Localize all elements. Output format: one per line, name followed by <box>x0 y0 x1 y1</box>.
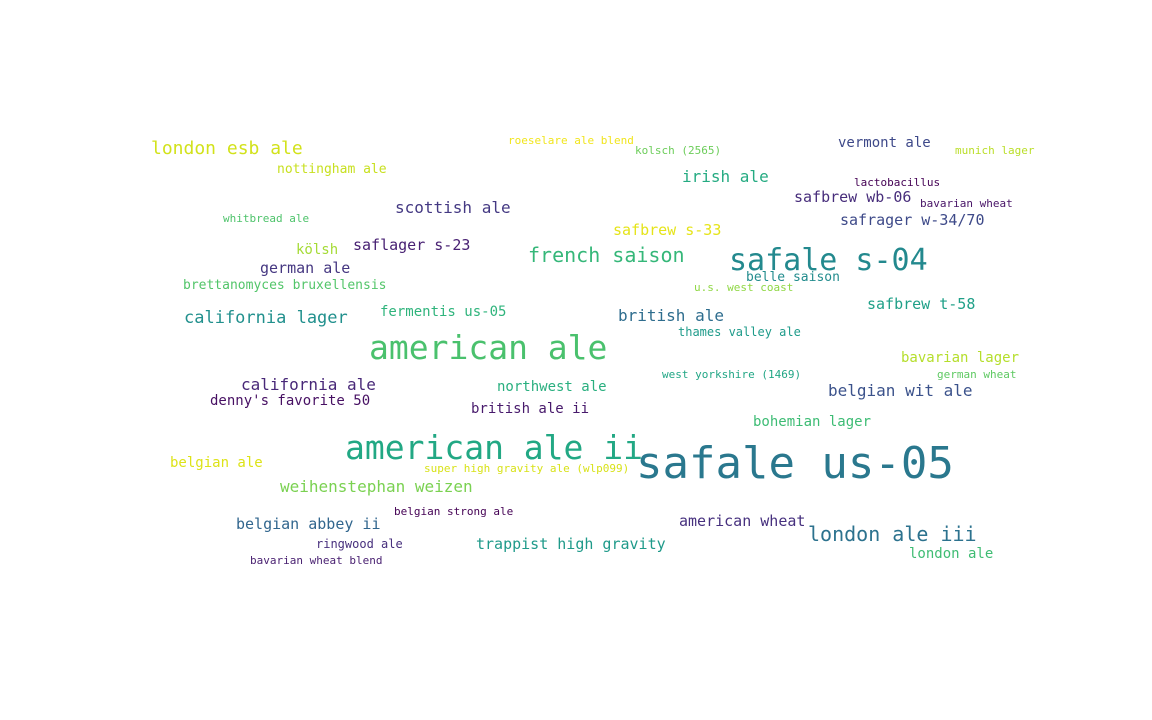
word-lactobacillus: lactobacillus <box>854 176 941 189</box>
word-nottingham-ale: nottingham ale <box>277 162 387 177</box>
word-belle-saison: belle saison <box>746 270 840 285</box>
word-london-ale-iii: london ale iii <box>808 522 977 546</box>
word-irish-ale: irish ale <box>682 167 769 186</box>
word-roeselare-ale-blend: roeselare ale blend <box>508 134 634 147</box>
word-french-saison: french saison <box>528 243 685 267</box>
word-fermentis-us-05: fermentis us-05 <box>380 304 507 320</box>
word-safbrew-t-58: safbrew t-58 <box>867 295 976 313</box>
word-weihenstephan-weizen: weihenstephan weizen <box>280 477 473 496</box>
word-saflager-w-34-70: safrager w-34/70 <box>840 211 985 229</box>
word-super-high-gravity-ale: super high gravity ale (wlp099) <box>424 462 630 475</box>
word-belgian-strong-ale: belgian strong ale <box>394 505 514 518</box>
word-california-ale: california ale <box>241 375 376 394</box>
word-british-ale: british ale <box>618 306 724 325</box>
word-munich-lager: munich lager <box>955 144 1035 157</box>
word-bavarian-wheat-blend: bavarian wheat blend <box>250 554 383 567</box>
word-bavarian-wheat: bavarian wheat <box>920 197 1013 210</box>
word-london-ale: london ale <box>909 546 994 562</box>
word-safale-us-05: safale us-05 <box>636 438 954 489</box>
word-german-wheat: german wheat <box>937 368 1017 381</box>
word-bavarian-lager: bavarian lager <box>901 350 1020 366</box>
word-belgian-wit-ale: belgian wit ale <box>828 381 973 400</box>
word-american-ale-ii: american ale ii <box>345 428 644 467</box>
word-saflager-s-23: saflager s-23 <box>353 236 471 254</box>
word-belgian-ale: belgian ale <box>170 455 263 471</box>
word-scottish-ale: scottish ale <box>395 198 511 217</box>
word-california-lager: california lager <box>184 308 348 328</box>
word-ringwood-ale: ringwood ale <box>316 537 403 551</box>
word-london-esb-ale: london esb ale <box>151 138 303 159</box>
word-northwest-ale: northwest ale <box>497 379 607 395</box>
word-german-ale: german ale <box>260 259 351 277</box>
word-brettanomyces-bruxellensis: brettanomyces bruxellensis <box>183 278 387 293</box>
word-safale-s-04: safale s-04 <box>729 243 928 278</box>
word-thames-valley-ale: thames valley ale <box>678 325 801 339</box>
word-kolsch-2565: kolsch (2565) <box>635 144 722 157</box>
word-trappist-high-gravity: trappist high gravity <box>476 535 666 553</box>
word-us-west-coast: u.s. west coast <box>694 281 794 294</box>
word-vermont-ale: vermont ale <box>838 135 931 151</box>
word-american-wheat: american wheat <box>679 512 806 530</box>
word-belgian-abbey-ii: belgian abbey ii <box>236 515 381 533</box>
word-west-yorkshire-1469: west yorkshire (1469) <box>662 368 802 381</box>
word-safbrew-s-33: safbrew s-33 <box>613 221 722 239</box>
word-american-ale: american ale <box>369 328 608 367</box>
word-british-ale-ii: british ale ii <box>471 401 590 417</box>
word-kolsh: kölsh <box>296 242 339 258</box>
word-whitbread-ale: whitbread ale <box>223 212 310 225</box>
word-dennys-favorite-50: denny's favorite 50 <box>210 393 371 409</box>
word-safbrew-wb-06: safbrew wb-06 <box>794 188 912 206</box>
word-bohemian-lager: bohemian lager <box>753 414 872 430</box>
